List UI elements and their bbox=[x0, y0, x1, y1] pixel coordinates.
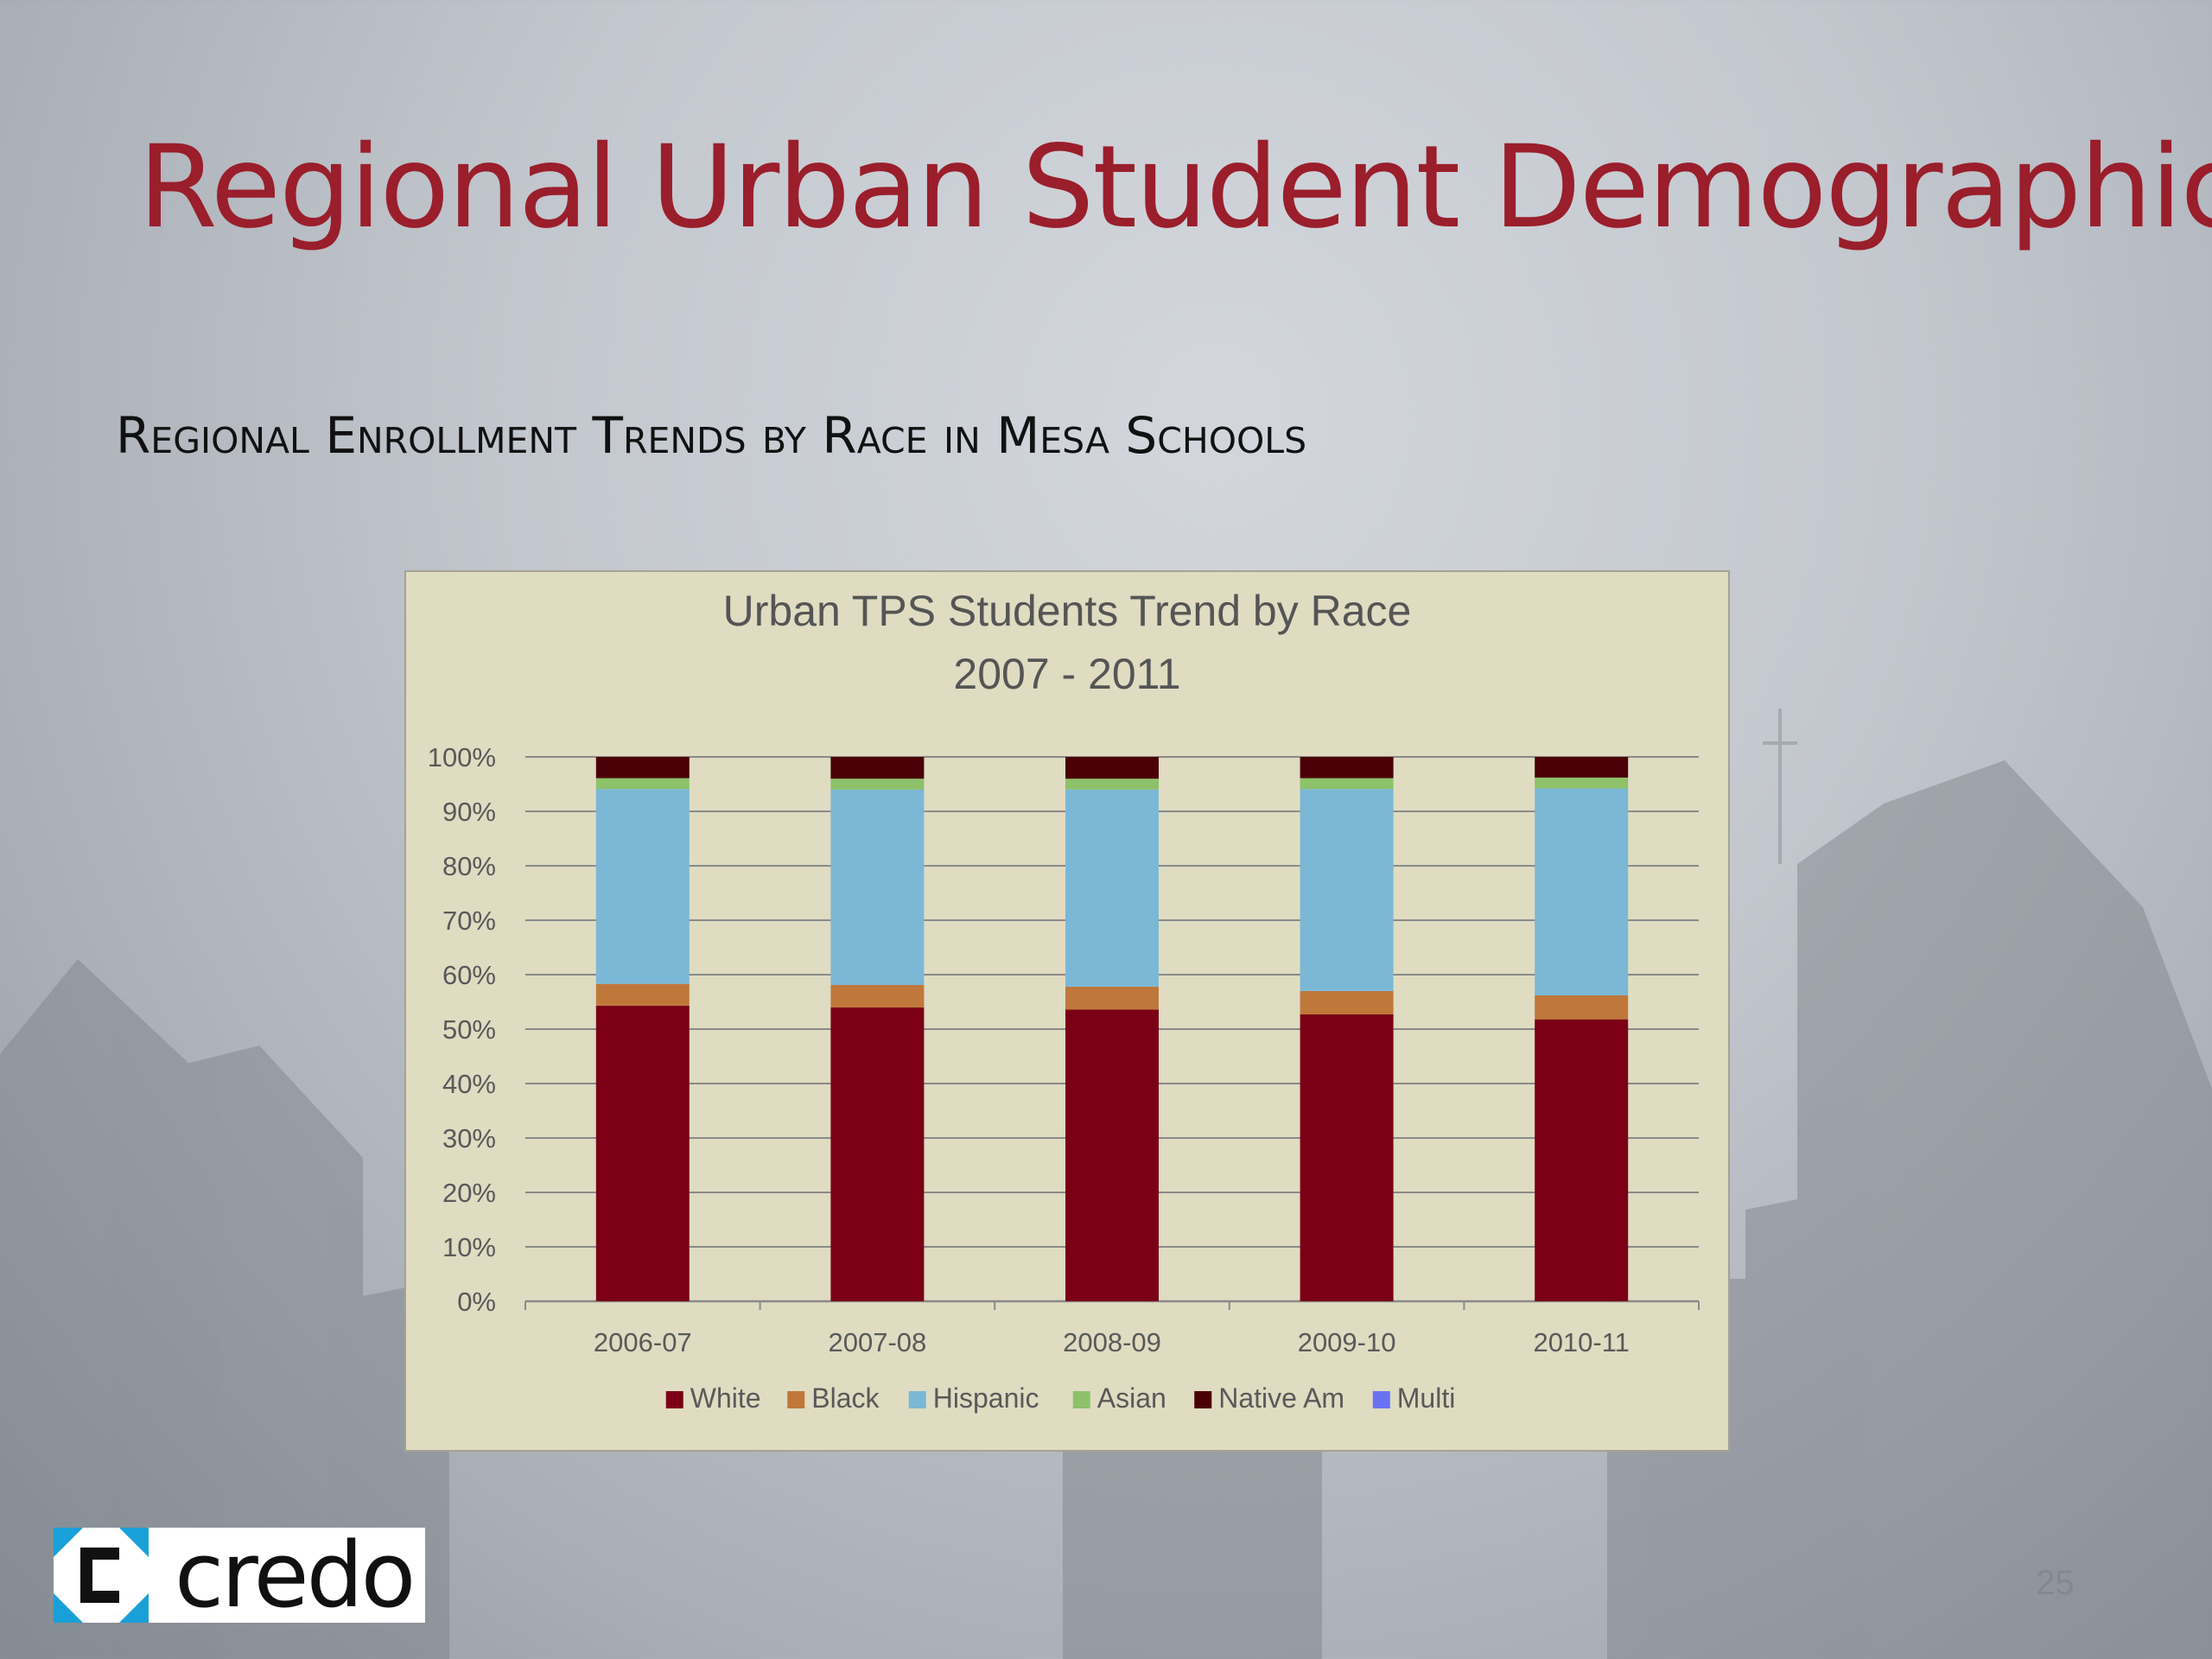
legend-label: Multi bbox=[1397, 1382, 1456, 1414]
page-number: 25 bbox=[2036, 1564, 2075, 1602]
bar-segment-native-am bbox=[1535, 757, 1629, 778]
slide-title: Regional Urban Student Demographics bbox=[138, 121, 2212, 254]
bar-segment-asian bbox=[1065, 779, 1159, 790]
y-tick-label: 10% bbox=[442, 1232, 496, 1262]
chart-title-line: Urban TPS Students Trend by Race bbox=[723, 587, 1412, 635]
bar-segment-native-am bbox=[1065, 757, 1159, 779]
bar-segment-white bbox=[830, 1007, 925, 1301]
y-tick-label: 20% bbox=[442, 1178, 496, 1208]
bar-segment-black bbox=[1300, 990, 1394, 1014]
bar-segment-black bbox=[595, 983, 690, 1006]
legend-swatch-native-am bbox=[1194, 1391, 1212, 1408]
legend-swatch-asian bbox=[1072, 1391, 1090, 1408]
y-tick-label: 80% bbox=[442, 851, 496, 881]
y-tick-label: 60% bbox=[442, 960, 496, 990]
chart-title-line: 2007 - 2011 bbox=[953, 650, 1180, 698]
legend-swatch-white bbox=[665, 1391, 683, 1408]
bar-segment-hispanic bbox=[1065, 789, 1159, 987]
credo-logo: credo bbox=[54, 1528, 425, 1623]
y-tick-label: 100% bbox=[428, 742, 496, 772]
y-tick-label: 40% bbox=[442, 1069, 496, 1099]
y-tick-label: 90% bbox=[442, 797, 496, 827]
bar-segment-hispanic bbox=[830, 789, 925, 985]
x-tick-label: 2006-07 bbox=[594, 1327, 692, 1357]
bar-segment-native-am bbox=[595, 757, 690, 779]
stacked-bar-chart: Urban TPS Students Trend by Race 2007 - 2… bbox=[428, 587, 1700, 1414]
bar-segment-white bbox=[1065, 1009, 1159, 1301]
bar-segment-hispanic bbox=[595, 789, 690, 984]
legend-label: White bbox=[690, 1382, 761, 1414]
bar-segment-black bbox=[1065, 986, 1159, 1010]
x-tick-label: 2008-09 bbox=[1063, 1327, 1161, 1357]
x-tick-label: 2007-08 bbox=[829, 1327, 927, 1357]
bar-segment-hispanic bbox=[1535, 788, 1629, 995]
bar-segment-hispanic bbox=[1300, 789, 1394, 991]
chart-panel: Urban TPS Students Trend by Race 2007 - 2… bbox=[404, 570, 1730, 1452]
slide-subtitle: Regional Enrollment Trends by Race in Me… bbox=[116, 406, 1307, 465]
x-tick-label: 2010-11 bbox=[1533, 1327, 1629, 1357]
bar-segment-native-am bbox=[830, 757, 925, 779]
y-tick-label: 70% bbox=[442, 906, 496, 936]
credo-logo-text: credo bbox=[175, 1522, 416, 1628]
bar-segment-asian bbox=[595, 778, 690, 790]
y-tick-label: 0% bbox=[457, 1287, 496, 1317]
legend-label: Asian bbox=[1097, 1382, 1166, 1414]
legend-label: Hispanic bbox=[933, 1382, 1039, 1414]
y-tick-label: 50% bbox=[442, 1014, 496, 1045]
bar-segment-black bbox=[1535, 995, 1629, 1020]
bar-segment-white bbox=[1300, 1014, 1394, 1301]
legend-swatch-black bbox=[787, 1391, 805, 1408]
x-tick-label: 2009-10 bbox=[1298, 1327, 1396, 1357]
legend-label: Black bbox=[811, 1382, 880, 1414]
bar-segment-asian bbox=[830, 779, 925, 790]
legend-label: Native Am bbox=[1218, 1382, 1344, 1414]
legend-swatch-multi bbox=[1372, 1391, 1390, 1408]
bar-segment-asian bbox=[1300, 778, 1394, 790]
bar-segment-asian bbox=[1535, 777, 1629, 789]
credo-logo-icon bbox=[54, 1528, 149, 1623]
y-tick-label: 30% bbox=[442, 1123, 496, 1154]
bar-segment-white bbox=[595, 1005, 690, 1301]
bar-segment-white bbox=[1535, 1019, 1629, 1301]
bar-segment-black bbox=[830, 984, 925, 1007]
legend-swatch-hispanic bbox=[908, 1391, 926, 1408]
bar-segment-native-am bbox=[1300, 757, 1394, 779]
